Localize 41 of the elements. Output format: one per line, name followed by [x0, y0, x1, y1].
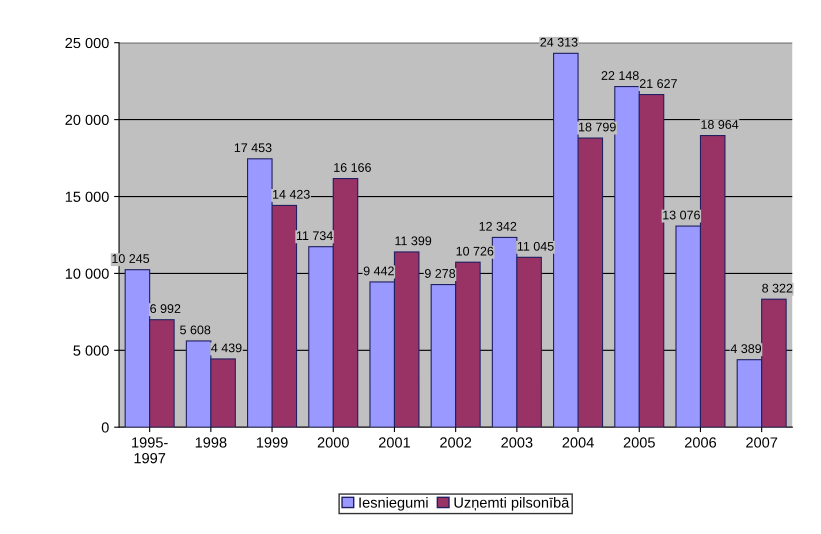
x-tick-label: 2006	[684, 437, 716, 448]
x-tick-label: 1995- 1997	[132, 437, 168, 464]
data-label: 10 726	[456, 246, 494, 256]
data-label: 16 166	[334, 163, 371, 172]
data-label: 10 245	[112, 254, 150, 264]
y-tick-label: 20 000	[65, 114, 109, 126]
data-label: 22 148	[602, 71, 639, 80]
x-tick-label: 2001	[378, 437, 410, 448]
data-label: 4 389	[730, 344, 762, 354]
data-label: 11 045	[518, 242, 554, 251]
data-label: 4 439	[211, 343, 242, 352]
y-tick-label: 10 000	[66, 268, 109, 279]
y-tick-label: 0	[102, 422, 109, 433]
data-label: 9 442	[364, 266, 394, 276]
x-tick-label: 2007	[746, 437, 778, 448]
data-label: 8 322	[762, 284, 792, 293]
legend-label: Uzņemti pilsonībā	[454, 497, 570, 511]
x-tick-label: 2002	[440, 437, 472, 448]
data-label: 18 964	[701, 120, 738, 129]
data-label: 5 608	[180, 325, 210, 334]
y-tick-label: 25 000	[65, 38, 109, 48]
data-label: 21 627	[640, 79, 677, 88]
x-tick-label: 1998	[196, 437, 226, 448]
data-label: 13 076	[663, 210, 700, 220]
data-label: 14 423	[273, 190, 310, 199]
x-tick-label: 2004	[562, 437, 594, 448]
y-tick-label: 15 000	[66, 192, 109, 202]
x-tick-label: 2005	[624, 437, 655, 448]
data-label: 18 799	[579, 122, 616, 132]
x-tick-label: 2000	[318, 437, 349, 448]
data-label: 11 399	[395, 236, 432, 246]
data-label: 9 278	[424, 269, 456, 278]
legend-label: Iesniegumi	[359, 497, 428, 511]
data-label: 24 313	[540, 38, 578, 47]
data-label: 6 992	[150, 304, 180, 314]
data-label: 12 342	[480, 222, 516, 231]
data-label: 17 453	[234, 143, 272, 152]
data-label: 11 734	[296, 231, 333, 240]
y-tick-label: 5 000	[73, 345, 109, 356]
x-tick-label: 2003	[501, 437, 532, 448]
x-tick-label: 1999	[256, 437, 288, 448]
